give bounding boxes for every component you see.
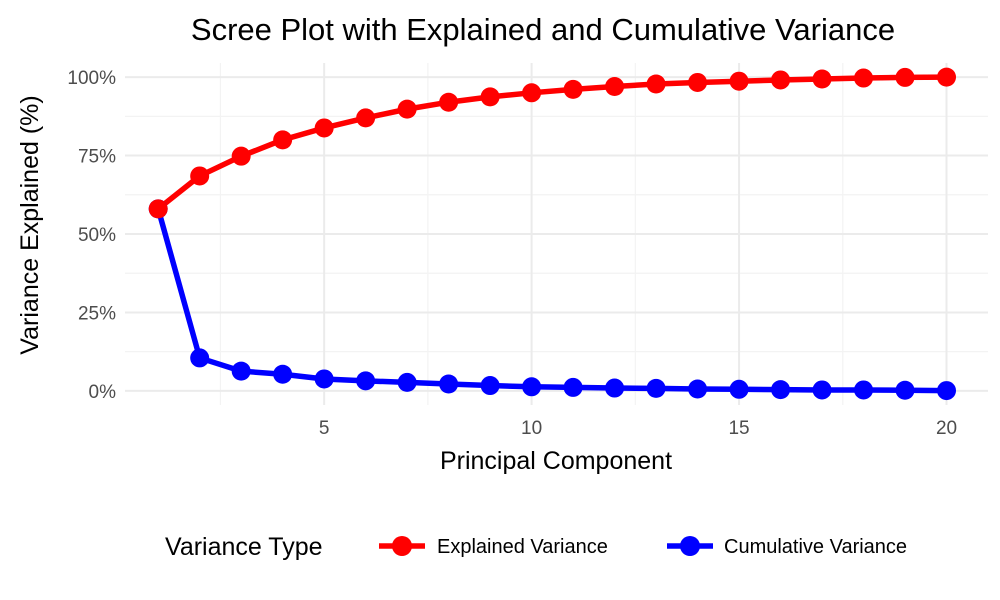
data-point xyxy=(439,92,459,112)
series-line xyxy=(155,206,950,394)
data-point xyxy=(729,379,749,399)
y-tick-label: 75% xyxy=(78,147,116,168)
data-point xyxy=(854,68,874,88)
data-point xyxy=(605,378,625,398)
data-point xyxy=(231,361,251,381)
x-axis-title: Principal Component xyxy=(440,447,672,475)
y-tick-label: 0% xyxy=(89,382,117,403)
data-point xyxy=(646,74,666,94)
x-tick-label: 5 xyxy=(319,418,330,439)
grid xyxy=(125,63,988,405)
data-point xyxy=(812,69,832,89)
legend: Variance Type Explained Variance Cumulati… xyxy=(165,533,907,561)
data-point xyxy=(563,79,583,99)
data-point xyxy=(190,348,210,368)
series-layer xyxy=(148,67,957,401)
legend-label: Cumulative Variance xyxy=(724,536,907,558)
data-point xyxy=(397,372,417,392)
x-tick-label: 10 xyxy=(521,418,542,439)
data-point xyxy=(688,379,708,399)
data-point xyxy=(771,70,791,90)
legend-label: Explained Variance xyxy=(437,536,608,558)
data-point xyxy=(273,130,293,150)
data-point xyxy=(522,377,542,397)
data-point xyxy=(273,364,293,384)
data-point xyxy=(356,371,376,391)
y-tick-label: 100% xyxy=(67,68,116,89)
y-axis-title: Variance Explained (%) xyxy=(16,95,44,354)
data-point xyxy=(397,99,417,119)
data-point xyxy=(688,72,708,92)
y-tick-label: 25% xyxy=(78,303,116,324)
data-point xyxy=(812,380,832,400)
data-point xyxy=(854,380,874,400)
data-point xyxy=(190,166,210,186)
data-point xyxy=(356,108,376,128)
data-point xyxy=(771,380,791,400)
data-point xyxy=(439,374,459,394)
data-point xyxy=(646,378,666,398)
data-point xyxy=(314,369,334,389)
axis-ticks: 5 10 15 20 0% 25% 50% 75% 100% xyxy=(67,68,957,439)
data-point xyxy=(314,118,334,138)
data-point xyxy=(605,77,625,97)
chart-title: Scree Plot with Explained and Cumulative… xyxy=(191,12,895,47)
data-point xyxy=(895,380,915,400)
x-tick-label: 15 xyxy=(728,418,749,439)
legend-key-point xyxy=(392,536,412,556)
data-point xyxy=(231,146,251,166)
x-tick-label: 20 xyxy=(936,418,957,439)
data-point xyxy=(480,376,500,396)
data-point xyxy=(148,199,168,219)
data-point xyxy=(522,83,542,103)
y-tick-label: 50% xyxy=(78,225,116,246)
legend-key-point xyxy=(680,536,700,556)
data-point xyxy=(563,377,583,397)
data-point xyxy=(937,381,957,401)
data-point xyxy=(895,67,915,87)
data-point xyxy=(937,67,957,87)
legend-title: Variance Type xyxy=(165,533,323,561)
data-point xyxy=(729,71,749,91)
data-point xyxy=(480,87,500,107)
